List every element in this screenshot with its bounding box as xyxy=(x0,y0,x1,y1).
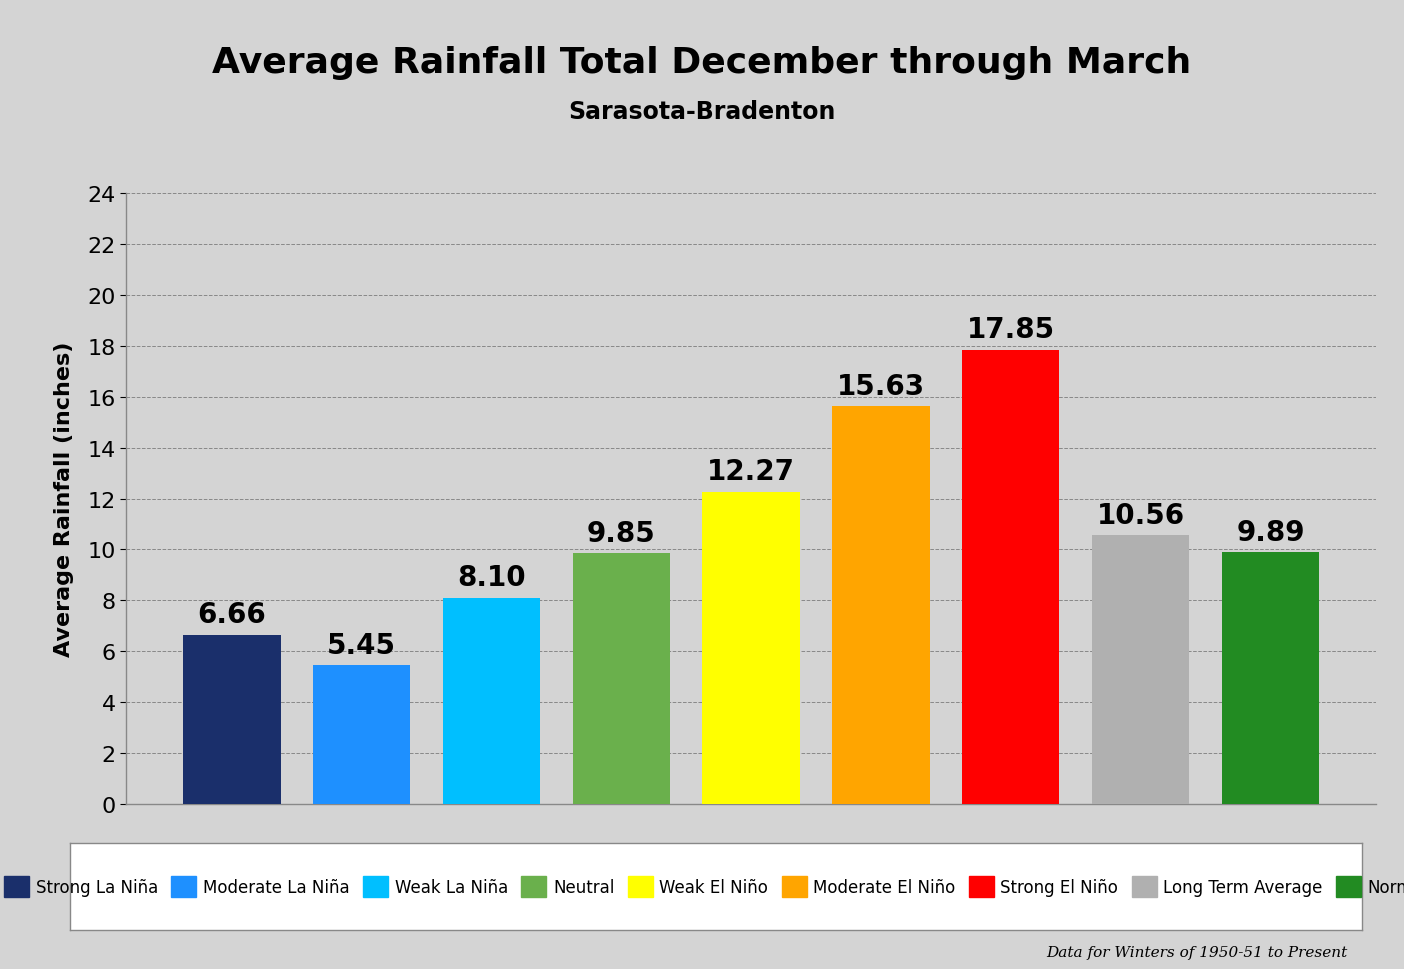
Bar xyxy=(183,635,281,804)
Bar xyxy=(702,492,800,804)
Text: 15.63: 15.63 xyxy=(837,372,925,400)
Text: 8.10: 8.10 xyxy=(458,564,526,592)
Text: Data for Winters of 1950-51 to Present: Data for Winters of 1950-51 to Present xyxy=(1046,946,1348,959)
Text: Sarasota-Bradenton: Sarasota-Bradenton xyxy=(569,100,835,123)
Bar xyxy=(962,350,1060,804)
Text: 5.45: 5.45 xyxy=(327,632,396,659)
Text: 9.85: 9.85 xyxy=(587,519,656,547)
Bar xyxy=(313,666,410,804)
Bar xyxy=(1221,552,1320,804)
Text: Average Rainfall Total December through March: Average Rainfall Total December through … xyxy=(212,46,1192,80)
Text: 10.56: 10.56 xyxy=(1097,501,1185,529)
Text: 12.27: 12.27 xyxy=(708,457,795,485)
Bar xyxy=(573,553,670,804)
Bar xyxy=(442,598,541,804)
Legend: Strong La Niña, Moderate La Niña, Weak La Niña, Neutral, Weak El Niño, Moderate : Strong La Niña, Moderate La Niña, Weak L… xyxy=(0,868,1404,905)
Bar xyxy=(833,407,929,804)
Text: 6.66: 6.66 xyxy=(198,601,267,629)
Y-axis label: Average Rainfall (inches): Average Rainfall (inches) xyxy=(53,341,73,657)
Bar xyxy=(1092,536,1189,804)
Text: 9.89: 9.89 xyxy=(1236,518,1304,547)
Text: 17.85: 17.85 xyxy=(967,316,1054,344)
